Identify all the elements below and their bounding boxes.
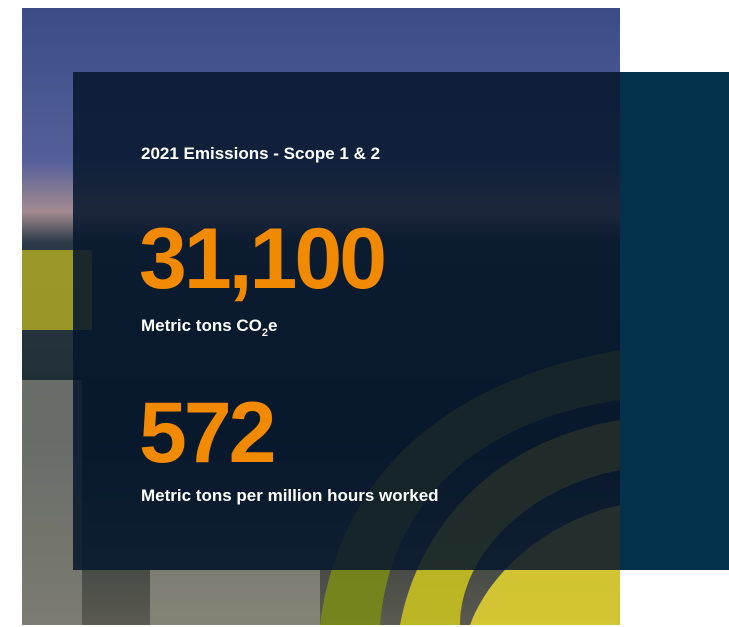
metric-value: 31,100 [139,211,387,307]
card-title: 2021 Emissions - Scope 1 & 2 [141,144,381,163]
metric-label: Metric tons per million hours worked [141,486,439,506]
label-subscript: 2 [261,327,269,339]
metric-label: Metric tons CO2e [141,316,278,339]
side-panel [620,72,729,570]
metric-value: 572 [139,385,276,481]
label-text: Metric tons CO [141,316,262,335]
overlay-panel [73,72,620,570]
label-text: Metric tons per million hours worked [141,486,439,505]
label-text: e [268,316,278,335]
